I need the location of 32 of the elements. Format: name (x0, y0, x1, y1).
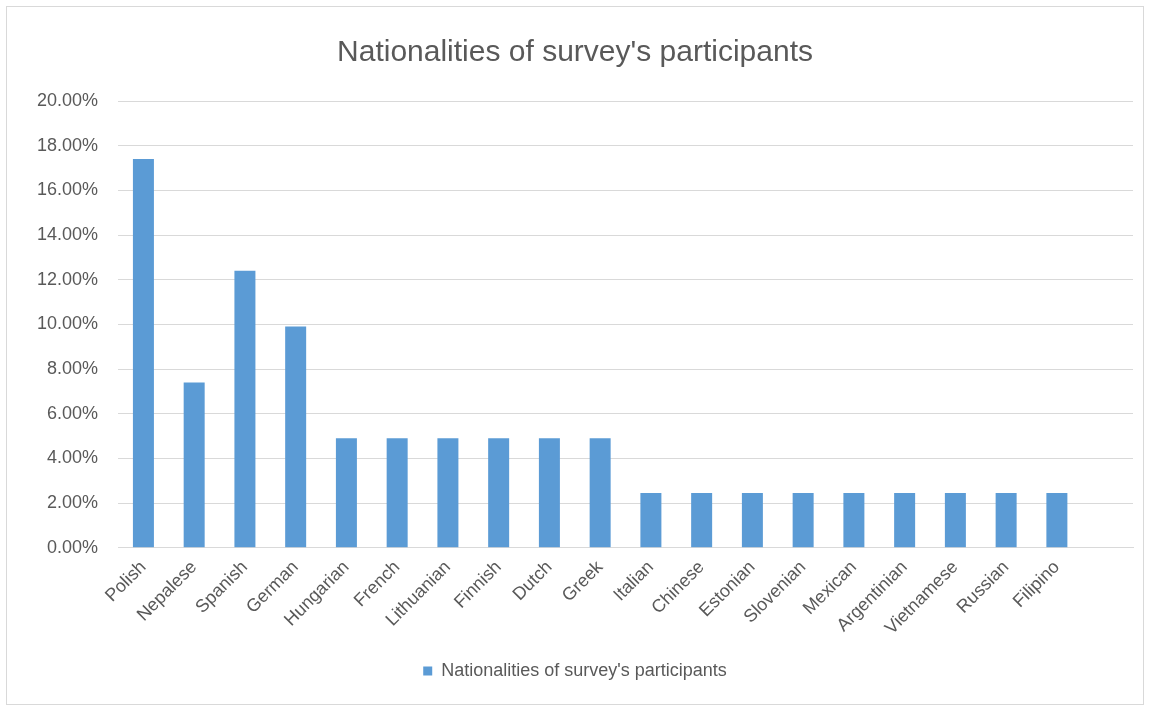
bar (691, 493, 713, 548)
y-tick-label: 2.00% (47, 492, 99, 513)
legend-label: Nationalities of survey's participants (441, 659, 727, 680)
bar (843, 493, 865, 548)
bar (285, 326, 307, 548)
bar (589, 438, 611, 548)
bar (335, 438, 357, 548)
y-tick-label: 20.00% (36, 89, 99, 110)
bar (183, 382, 205, 548)
y-tick-label: 0.00% (47, 536, 99, 557)
bar (234, 270, 256, 548)
bar (132, 159, 154, 548)
bar (386, 438, 408, 548)
bar (1046, 493, 1068, 548)
bar (792, 493, 814, 548)
y-tick-label: 10.00% (36, 313, 99, 334)
y-tick-label: 12.00% (36, 268, 99, 289)
y-tick-label: 14.00% (36, 223, 99, 244)
y-tick-label: 6.00% (47, 402, 99, 423)
bar (437, 438, 459, 548)
y-tick-label: 8.00% (47, 358, 99, 379)
bar (944, 493, 966, 548)
bar (640, 493, 662, 548)
y-tick-label: 4.00% (47, 447, 99, 468)
y-tick-label: 18.00% (36, 134, 99, 155)
chart-title: Nationalities of survey's participants (337, 34, 813, 68)
bar (538, 438, 560, 548)
y-tick-label: 16.00% (36, 179, 99, 200)
bar (741, 493, 763, 548)
bar (894, 493, 916, 548)
bar (488, 438, 510, 548)
bar (995, 493, 1017, 548)
